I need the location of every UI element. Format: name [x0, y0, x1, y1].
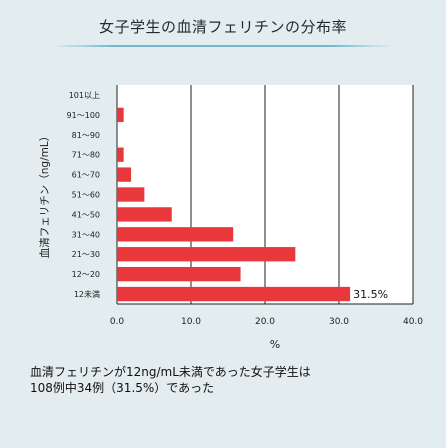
y-tick-labels: 101以上 91〜100 81〜90 71〜80 61〜70 51〜60 41〜50 31〜4… [67, 91, 100, 299]
y-axis-title: 血清フェリチン（ng/mL） [38, 131, 51, 258]
data-labels: 31.5% [353, 288, 388, 301]
bar [117, 247, 296, 262]
caption-line-2: 108例中34例（31.5%）であった [30, 381, 215, 395]
x-tick-labels: 0.0 10.0 20.0 30.0 40.0 [110, 317, 423, 327]
bar [117, 286, 351, 302]
data-label: 31.5% [353, 288, 388, 301]
y-tick-label: 31〜40 [72, 230, 100, 239]
y-tick-label: 12未満 [74, 289, 100, 299]
y-tick-label: 12〜20 [72, 270, 100, 279]
caption: 血清フェリチンが12ng/mL未満であった女子学生は 108例中34例（31.5… [30, 364, 430, 396]
bar [117, 207, 172, 222]
y-tick-label: 91〜100 [67, 111, 100, 120]
x-tick-label: 30.0 [329, 317, 349, 327]
x-tick-label: 10.0 [181, 317, 201, 327]
title-underline [52, 45, 392, 47]
bar [117, 167, 132, 182]
bar [117, 227, 234, 242]
bar [117, 107, 124, 123]
y-tick-label: 61〜70 [72, 171, 100, 180]
y-tick-label: 81〜90 [72, 131, 100, 140]
page-title: 女子学生の血清フェリチンの分布率 [98, 18, 347, 36]
bar [117, 266, 241, 282]
y-tick-label: 21〜30 [72, 250, 100, 259]
bars [117, 107, 351, 302]
bar [117, 187, 145, 202]
x-tick-label: 40.0 [403, 317, 423, 327]
x-tick-label: 20.0 [255, 317, 275, 327]
y-tick-label: 51〜60 [72, 191, 100, 200]
y-tick-label: 71〜80 [72, 151, 100, 160]
bar [117, 147, 124, 162]
y-tick-label: 41〜50 [72, 210, 100, 219]
y-tick-label: 101以上 [69, 91, 100, 100]
x-axis-title: % [270, 338, 280, 351]
caption-line-1: 血清フェリチンが12ng/mL未満であった女子学生は [30, 365, 311, 379]
x-tick-label: 0.0 [110, 317, 125, 327]
